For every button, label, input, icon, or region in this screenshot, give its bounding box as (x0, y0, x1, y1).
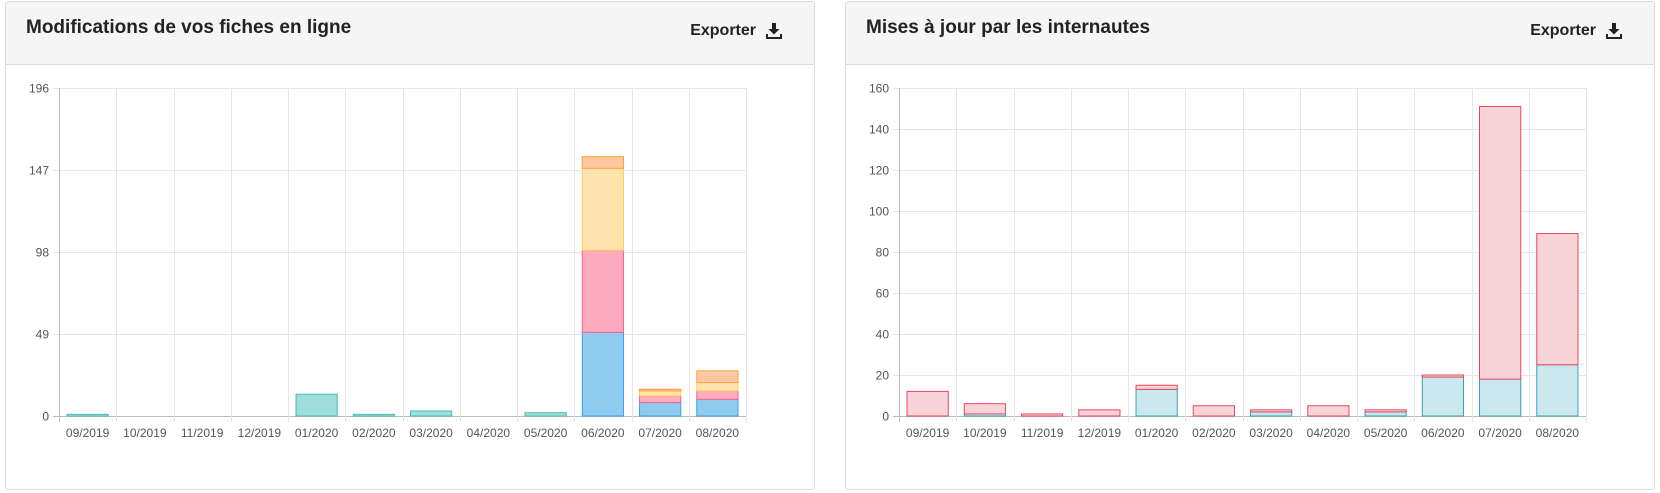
panel-header: Modifications de vos fiches en ligne Exp… (6, 2, 814, 65)
bar-segment-2-11[interactable] (696, 390, 739, 400)
bar-segment-0-4[interactable] (1135, 388, 1178, 417)
x-tick-label: 06/2020 (581, 426, 625, 440)
bar-segment-1-3[interactable] (1078, 409, 1121, 417)
y-tick-label: 60 (876, 287, 890, 301)
y-tick-label: 40 (876, 328, 890, 342)
bar-segment-1-1[interactable] (963, 403, 1006, 415)
x-tick-label: 11/2019 (1021, 426, 1064, 440)
bar-segment-2-9[interactable] (581, 249, 624, 333)
bar-segment-0-5[interactable] (352, 413, 395, 417)
y-tick-label: 196 (29, 82, 49, 96)
x-tick-label: 05/2020 (524, 426, 568, 440)
bar-segment-3-9[interactable] (581, 167, 624, 251)
bar-segment-1-5[interactable] (1192, 405, 1235, 417)
export-label: Exporter (690, 22, 756, 39)
x-tick-label: 10/2019 (963, 426, 1007, 440)
y-tick-label: 98 (36, 246, 50, 260)
download-icon (766, 23, 782, 39)
export-button[interactable]: Exporter (1530, 22, 1622, 40)
x-tick-label: 01/2020 (295, 426, 339, 440)
bar-chart-modifications: 0 49 98 147 196 09/2019 10/2019 11/2019 12/2019 0… (29, 82, 747, 440)
bar-segment-1-9[interactable] (1421, 374, 1464, 378)
panel-title: Mises à jour par les internautes (866, 17, 1151, 38)
bar-segment-1-11[interactable] (696, 398, 739, 417)
x-tick-label: 02/2020 (1192, 426, 1236, 440)
bar-segment-0-0[interactable] (66, 413, 109, 417)
y-tick-label: 0 (882, 410, 889, 424)
bar-segment-0-8[interactable] (524, 412, 567, 417)
bar-segment-0-10[interactable] (1479, 378, 1522, 417)
bar-segment-1-10[interactable] (1479, 105, 1522, 380)
x-tick-label: 12/2019 (1078, 426, 1122, 440)
bar-segment-4-10[interactable] (639, 388, 682, 392)
bar-segment-1-8[interactable] (1364, 409, 1407, 413)
bar-segment-0-4[interactable] (295, 393, 338, 417)
bar-segment-1-10[interactable] (639, 402, 682, 417)
bar-segment-0-6[interactable] (410, 410, 453, 417)
x-tick-label: 11/2019 (181, 426, 224, 440)
x-tick-label: 01/2020 (1135, 426, 1179, 440)
bar-chart-mises-a-jour: 0 20 40 60 80 100 120 140 160 09/2019 10/2019 11/20… (869, 82, 1587, 440)
bar-segment-1-6[interactable] (1250, 409, 1293, 413)
x-tick-label: 07/2020 (638, 426, 682, 440)
y-tick-label: 49 (36, 328, 50, 342)
y-tick-label: 0 (42, 410, 49, 424)
bar-segment-0-9[interactable] (1421, 376, 1464, 417)
bar-segment-1-2[interactable] (1021, 413, 1064, 417)
x-tick-label: 07/2020 (1478, 426, 1522, 440)
y-tick-label: 80 (876, 246, 890, 260)
x-tick-label: 04/2020 (1307, 426, 1351, 440)
x-tick-label: 08/2020 (696, 426, 740, 440)
y-tick-label: 160 (869, 82, 889, 96)
x-tick-label: 09/2019 (906, 426, 950, 440)
x-tick-label: 03/2020 (409, 426, 453, 440)
x-tick-label: 09/2019 (66, 426, 110, 440)
bar-segment-2-10[interactable] (639, 395, 682, 404)
bar-segment-1-4[interactable] (1135, 384, 1178, 390)
export-button[interactable]: Exporter (690, 22, 782, 40)
y-tick-label: 147 (29, 164, 49, 178)
bar-segment-0-8[interactable] (1364, 411, 1407, 417)
x-tick-label: 02/2020 (352, 426, 396, 440)
panel-title: Modifications de vos fiches en ligne (26, 17, 352, 38)
bar-segment-3-11[interactable] (696, 382, 739, 392)
panel-header: Mises à jour par les internautes Exporte… (846, 2, 1654, 65)
bar-segment-4-9[interactable] (581, 156, 624, 169)
y-tick-label: 100 (869, 205, 889, 219)
bar-segment-0-6[interactable] (1250, 411, 1293, 417)
y-tick-label: 140 (869, 123, 889, 137)
bar-segment-1-11[interactable] (1536, 233, 1579, 366)
chart-panel-right: Mises à jour par les internautes Exporte… (845, 1, 1655, 490)
bar-segment-1-0[interactable] (906, 390, 949, 417)
chart-panel-left: Modifications de vos fiches en ligne Exp… (5, 1, 815, 490)
x-tick-label: 05/2020 (1364, 426, 1408, 440)
bar-segment-0-11[interactable] (1536, 364, 1579, 417)
bar-segment-1-7[interactable] (1307, 405, 1350, 417)
bar-segment-1-9[interactable] (581, 331, 624, 417)
x-tick-label: 10/2019 (123, 426, 167, 440)
y-tick-label: 120 (869, 164, 889, 178)
x-tick-label: 08/2020 (1536, 426, 1580, 440)
bar-segment-3-10[interactable] (639, 390, 682, 397)
x-tick-label: 04/2020 (467, 426, 511, 440)
export-label: Exporter (1530, 22, 1596, 39)
x-tick-label: 06/2020 (1421, 426, 1465, 440)
download-icon (1606, 23, 1622, 39)
y-tick-label: 20 (876, 369, 890, 383)
x-tick-label: 12/2019 (238, 426, 282, 440)
x-tick-label: 03/2020 (1249, 426, 1293, 440)
bar-segment-4-11[interactable] (696, 370, 739, 384)
